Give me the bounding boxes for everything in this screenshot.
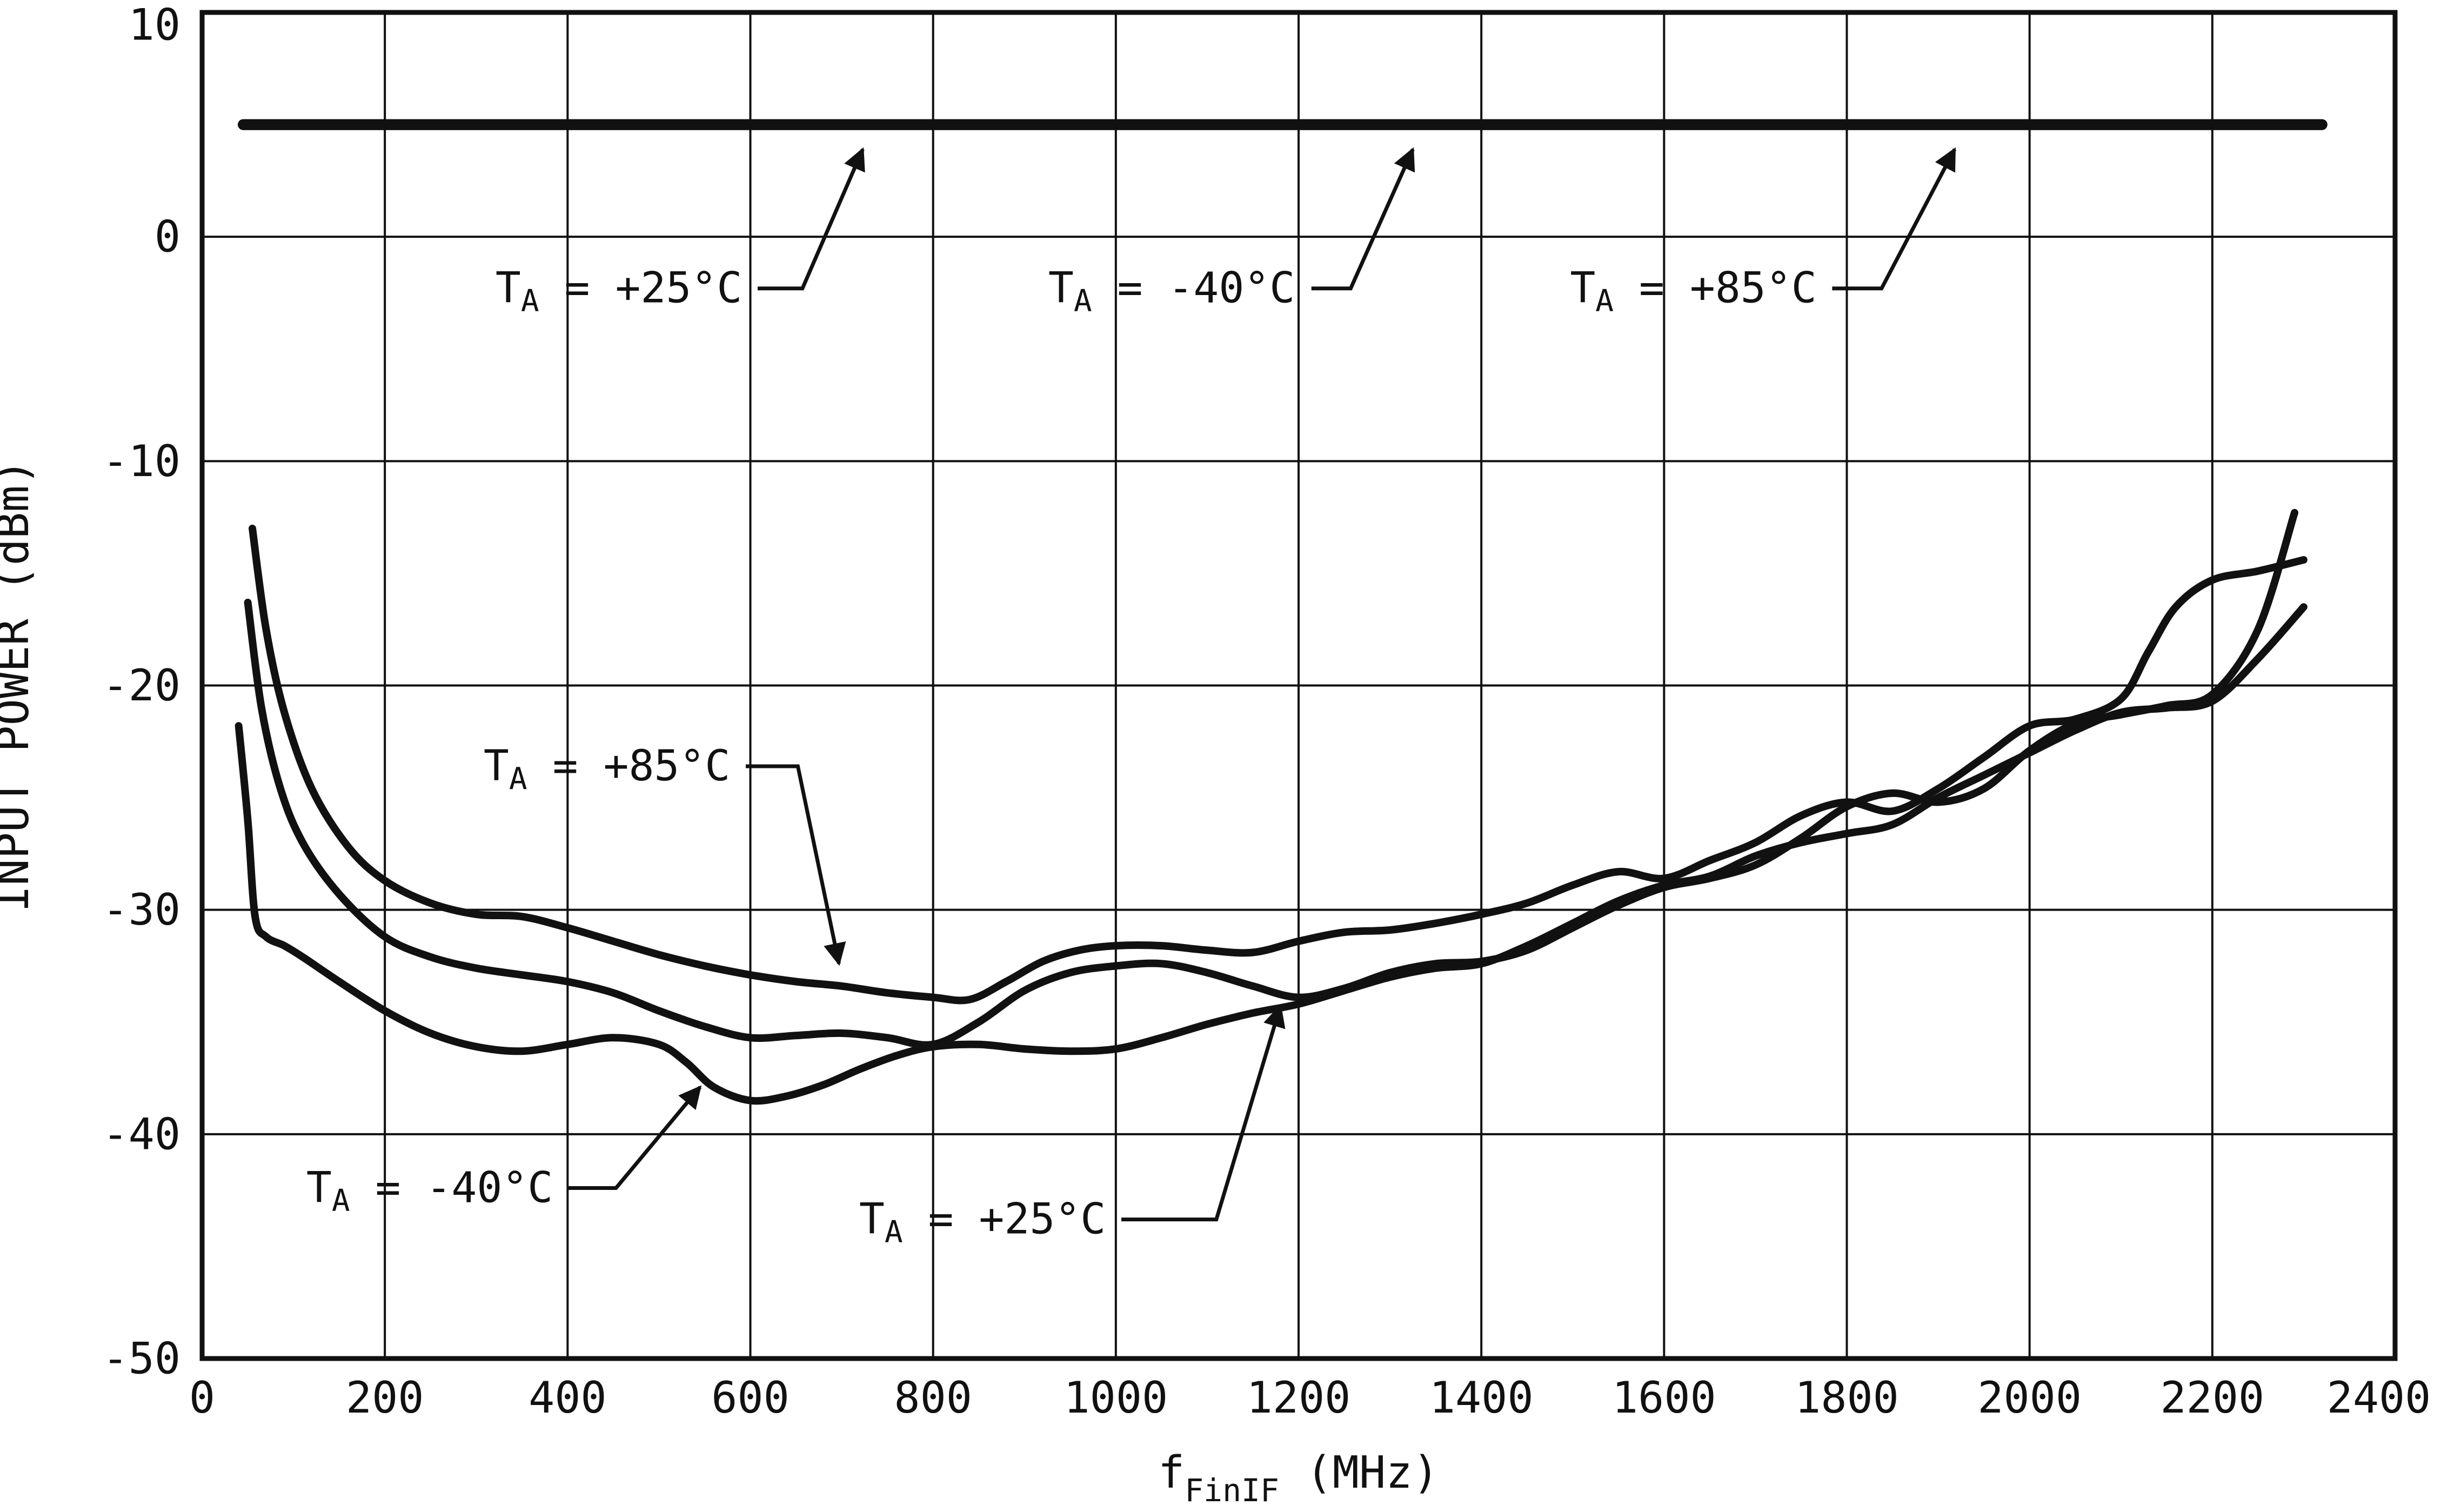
x-tick-label-1000: 1000: [1064, 1373, 1168, 1423]
annotations: TA = +25°C TA = -40°C TA = +85°C TA = +85°C…: [306, 147, 1957, 1250]
x-tick-label-400: 400: [529, 1373, 607, 1423]
series-min-sensitivity-ta-minus40: [235, 603, 2308, 1105]
annotation-label-max-minus40: TA = -40°C: [1048, 264, 1295, 319]
data-series: [235, 119, 2328, 1105]
series-min-sensitivity-ta-plus25: [244, 509, 2298, 1049]
x-tick-label-2200: 2200: [2161, 1373, 2265, 1423]
x-tick-label-2400: 2400: [2327, 1373, 2431, 1423]
annotation-leader-label-sens-plus85: [746, 764, 846, 966]
y-tick-label--50: -50: [103, 1334, 181, 1384]
x-tick-label-0: 0: [189, 1373, 215, 1423]
x-tick-label-2000: 2000: [1977, 1373, 2082, 1423]
x-tick-label-600: 600: [711, 1373, 790, 1423]
annotation-leader-label-max-plus25: [758, 147, 865, 291]
annotation-label-sens-minus40: TA = -40°C: [306, 1163, 553, 1218]
y-tick-label--30: -30: [103, 885, 181, 935]
x-axis-title: fFinIF (MHz): [1158, 1447, 1439, 1509]
y-axis-title: INPUT POWER (dBm): [0, 459, 39, 912]
y-tick-label--20: -20: [103, 660, 181, 711]
annotation-leader-label-sens-plus25: [1121, 1004, 1286, 1222]
y-tick-label-10: 10: [129, 0, 180, 50]
y-tick-label--40: -40: [103, 1109, 181, 1159]
annotation-label-sens-plus85: TA = +85°C: [484, 742, 730, 797]
x-tick-label-200: 200: [346, 1373, 424, 1423]
y-tick-label-0: 0: [155, 212, 180, 262]
annotation-label-max-plus85: TA = +85°C: [1570, 264, 1816, 319]
x-tick-label-1200: 1200: [1247, 1373, 1351, 1423]
x-tick-label-1400: 1400: [1429, 1373, 1534, 1423]
annotation-leader-label-sens-minus40: [567, 1085, 702, 1190]
annotation-label-max-plus25: TA = +25°C: [496, 264, 742, 319]
x-tick-label-800: 800: [894, 1373, 972, 1423]
x-tick-label-1800: 1800: [1795, 1373, 1899, 1423]
plot-border: [199, 10, 2398, 1361]
y-tick-label--10: -10: [103, 436, 181, 486]
series-min-sensitivity-ta-plus85: [248, 524, 2308, 1005]
annotation-leader-label-max-plus85: [1832, 147, 1957, 291]
annotation-leader-label-max-minus40: [1311, 147, 1415, 291]
annotation-label-sens-plus25: TA = +25°C: [859, 1195, 1106, 1250]
x-tick-label-1600: 1600: [1612, 1373, 1716, 1423]
grid: [199, 10, 2398, 1361]
